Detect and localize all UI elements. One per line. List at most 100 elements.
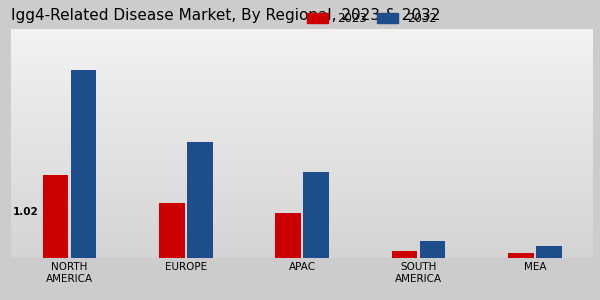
Bar — [11, 36, 593, 38]
Bar — [11, 114, 593, 116]
Bar — [11, 185, 593, 187]
Bar — [11, 254, 593, 256]
Bar — [11, 86, 593, 88]
Bar — [11, 171, 593, 173]
Bar — [11, 169, 593, 171]
Bar — [392, 251, 418, 258]
Bar — [11, 109, 593, 111]
Bar — [11, 210, 593, 212]
Bar — [11, 70, 593, 72]
Bar — [11, 148, 593, 150]
Bar — [11, 116, 593, 118]
Bar — [11, 31, 593, 33]
Bar — [11, 95, 593, 98]
Bar — [11, 68, 593, 70]
Bar — [11, 251, 593, 254]
Bar — [11, 189, 593, 192]
Bar — [11, 238, 593, 240]
Bar — [11, 164, 593, 167]
Bar — [11, 63, 593, 65]
Bar — [11, 194, 593, 196]
Bar — [11, 56, 593, 58]
Bar — [11, 226, 593, 229]
Bar — [11, 187, 593, 189]
Bar — [11, 215, 593, 217]
Bar — [71, 70, 96, 258]
Bar — [11, 160, 593, 162]
Bar — [11, 153, 593, 155]
Bar — [11, 176, 593, 178]
Bar — [11, 29, 593, 31]
Bar — [11, 162, 593, 164]
Bar — [11, 167, 593, 169]
Bar — [304, 172, 329, 258]
Bar — [11, 104, 593, 107]
Bar — [11, 224, 593, 226]
Bar — [508, 253, 534, 258]
Bar — [275, 213, 301, 258]
Bar — [11, 196, 593, 199]
Bar — [11, 201, 593, 203]
Bar — [11, 93, 593, 95]
Bar — [11, 88, 593, 91]
Bar — [11, 222, 593, 224]
Bar — [11, 52, 593, 54]
Bar — [11, 100, 593, 102]
Bar — [43, 175, 68, 258]
Bar — [11, 178, 593, 180]
Bar — [11, 150, 593, 153]
Bar — [159, 202, 185, 258]
Bar — [11, 130, 593, 132]
Bar — [419, 241, 445, 258]
Bar — [11, 118, 593, 121]
Bar — [11, 82, 593, 84]
Bar — [11, 98, 593, 100]
Bar — [11, 102, 593, 104]
Bar — [11, 231, 593, 233]
Text: Igg4-Related Disease Market, By Regional, 2023 & 2032: Igg4-Related Disease Market, By Regional… — [11, 8, 440, 23]
Bar — [11, 229, 593, 231]
Bar — [11, 121, 593, 123]
Bar — [11, 54, 593, 56]
Bar — [11, 244, 593, 247]
Bar — [11, 141, 593, 143]
Bar — [11, 233, 593, 235]
Bar — [11, 58, 593, 61]
Bar — [11, 111, 593, 114]
Bar — [11, 47, 593, 50]
Bar — [11, 256, 593, 258]
Bar — [11, 107, 593, 109]
Bar — [11, 65, 593, 68]
Bar — [11, 157, 593, 160]
Bar — [11, 45, 593, 47]
Bar — [11, 146, 593, 148]
Bar — [11, 203, 593, 206]
Bar — [11, 192, 593, 194]
Bar — [11, 72, 593, 75]
Bar — [11, 33, 593, 36]
Bar — [11, 208, 593, 210]
Bar — [11, 61, 593, 63]
Bar — [11, 40, 593, 43]
Bar — [11, 79, 593, 82]
Bar — [11, 235, 593, 238]
Bar — [11, 180, 593, 182]
Bar — [11, 77, 593, 79]
Bar — [11, 155, 593, 157]
Bar — [11, 123, 593, 125]
Bar — [11, 128, 593, 130]
Bar — [11, 134, 593, 136]
Bar — [11, 136, 593, 139]
Bar — [11, 206, 593, 208]
Bar — [11, 240, 593, 242]
Bar — [11, 242, 593, 244]
Bar — [11, 173, 593, 176]
Bar — [11, 143, 593, 146]
Bar — [11, 219, 593, 222]
Bar — [11, 38, 593, 40]
Bar — [11, 247, 593, 249]
Bar — [11, 43, 593, 45]
Text: 1.02: 1.02 — [13, 207, 38, 217]
Bar — [536, 246, 562, 258]
Bar — [11, 50, 593, 52]
